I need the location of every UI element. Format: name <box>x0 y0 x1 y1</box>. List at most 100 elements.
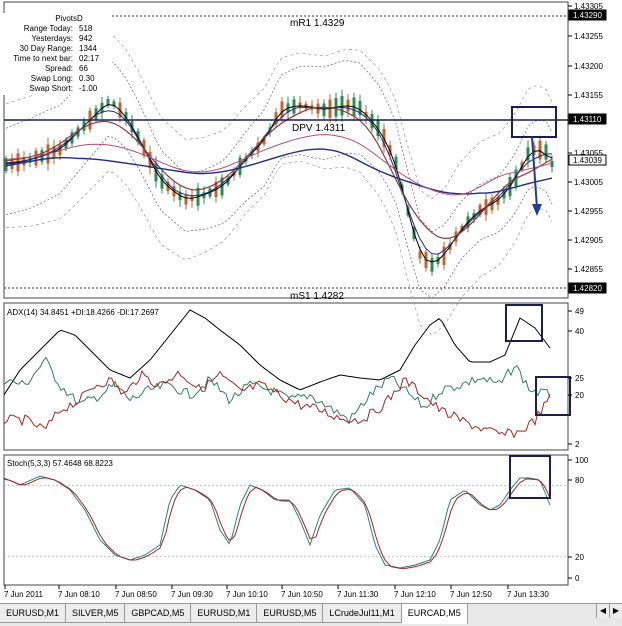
stoch-tick-label: 20 <box>575 553 584 562</box>
stoch-panel[interactable] <box>3 454 569 586</box>
candle-body <box>496 197 500 205</box>
time-tick-label: 7 Jun 2011 <box>4 590 44 599</box>
tab-eurcad-m5[interactable]: EURCAD,M5 <box>401 604 468 624</box>
tab-gbpcad-m5[interactable]: GBPCAD,M5 <box>125 604 192 623</box>
info-label: 30 Day Range: <box>19 44 73 53</box>
info-label: Swap Long: <box>30 74 73 83</box>
stoch-signal-line <box>3 477 551 569</box>
tab-lcrude-m1[interactable]: LCrudeJul11,M1 <box>323 604 402 623</box>
price-box <box>568 282 607 294</box>
stoch-label: Stoch(5,3,3) 57.4648 68.8223 <box>7 459 113 468</box>
candle-body <box>442 246 446 265</box>
dpv-label: DPV 1.4311 <box>292 123 346 134</box>
price-tick-label: 1.42955 <box>574 207 603 216</box>
info-value: 66 <box>79 64 88 73</box>
candle-body <box>184 194 188 205</box>
info-value: 0.30 <box>79 74 95 83</box>
price-tick-label: 1.43255 <box>574 32 603 41</box>
down-arrow-icon <box>532 204 542 216</box>
info-label: Yesterdays: <box>31 34 73 43</box>
plus-di-line <box>3 356 551 425</box>
time-tick-label: 7 Jun 10:50 <box>281 590 323 599</box>
price-tick-label: 1.42905 <box>574 236 603 245</box>
price-tick-label: 1.42855 <box>574 265 603 274</box>
candle-body <box>538 140 542 160</box>
time-tick-label: 7 Jun 08:10 <box>58 590 100 599</box>
price-box-label: 1.42820 <box>573 284 602 293</box>
tab-silver-m5[interactable]: SILVER,M5 <box>66 604 126 623</box>
time-tick-label: 7 Jun 13:30 <box>507 590 549 599</box>
envelope-lower <box>5 160 553 336</box>
info-label: Range Today: <box>23 24 73 33</box>
adx-tick-label: 40 <box>575 327 584 336</box>
price-tick-label: 1.43055 <box>574 149 603 158</box>
adx-label: ADX(14) 34.8451 +DI:18.4266 -DI:17.2697 <box>7 308 159 317</box>
adx-tick-label: 25 <box>575 374 584 383</box>
candle-body <box>460 225 464 231</box>
price-box-label: 1.43110 <box>573 115 602 124</box>
symbol-tab-bar: EURUSD,M1 SILVER,M5 GBPCAD,M5 EURUSD,M1 … <box>0 603 622 626</box>
info-value: 1344 <box>79 44 97 53</box>
candle-body <box>112 101 116 107</box>
tab-scroll-right-icon[interactable]: ▶ <box>609 604 622 618</box>
ms1-label: mS1 1.4282 <box>290 291 344 302</box>
pivots-info-panel: PivotsD Range Today: 518 Yesterdays: 942 3… <box>2 13 112 95</box>
adx-panel[interactable] <box>3 302 569 451</box>
price-box-label: 1.43039 <box>573 156 602 165</box>
highlight-box <box>511 106 557 138</box>
candle-body <box>262 137 266 145</box>
time-tick-label: 7 Jun 12:50 <box>450 590 492 599</box>
tab-scroll-buttons: ◀ ▶ <box>596 604 622 618</box>
adx-tick-label: 49 <box>575 307 584 316</box>
candle-body <box>280 101 284 118</box>
candle-body <box>544 144 548 160</box>
adx-line <box>3 309 551 396</box>
price-box <box>568 113 607 125</box>
tab-eurusd-m1[interactable]: EURUSD,M1 <box>0 604 67 623</box>
info-value: -1.00 <box>79 84 98 93</box>
time-tick-label: 7 Jun 08:50 <box>115 590 157 599</box>
price-box <box>568 9 607 21</box>
candle-body <box>106 98 110 106</box>
chart-canvas[interactable]: mR1 1.4329 DPV 1.4311 mS1 1.4282 ADX(14) 3… <box>0 0 622 603</box>
price-box-label: 1.43290 <box>573 11 602 20</box>
candle-body <box>58 144 62 156</box>
adx-highlight-box <box>505 304 543 342</box>
candle-body <box>160 174 164 189</box>
price-tick-label: 1.43200 <box>574 62 603 71</box>
time-tick-label: 7 Jun 12:10 <box>394 590 436 599</box>
price-tick-label: 1.43305 <box>574 2 603 11</box>
tab-eurusd-m1-2[interactable]: EURUSD,M1 <box>191 604 258 623</box>
mr1-label: mR1 1.4329 <box>290 18 345 29</box>
ma-extra <box>5 134 553 196</box>
candle-body <box>226 177 230 185</box>
candle-body <box>298 102 302 108</box>
ma-fast <box>5 104 553 263</box>
candle-body <box>220 177 224 196</box>
tab-eurusd-m5[interactable]: EURUSD,M5 <box>257 604 324 623</box>
candle-body <box>124 112 128 122</box>
info-value: 518 <box>79 24 93 33</box>
time-tick-label: 7 Jun 10:10 <box>226 590 268 599</box>
candle-body <box>376 119 380 137</box>
envelope-upper <box>5 33 553 200</box>
minus-di-line <box>3 369 551 439</box>
di-highlight-box <box>535 376 571 416</box>
candle-body <box>418 251 422 259</box>
adx-tick-label: 2 <box>575 440 580 449</box>
info-label: Spread: <box>44 64 73 73</box>
stoch-tick-label: 0 <box>575 574 580 583</box>
price-box <box>568 154 607 166</box>
info-label: Swap Short: <box>29 84 73 93</box>
bollinger-lower <box>5 135 553 299</box>
stoch-highlight-box <box>509 455 551 499</box>
ma-slow <box>5 106 553 240</box>
candle-body <box>532 145 536 155</box>
candle-body <box>550 160 554 168</box>
tab-scroll-left-icon[interactable]: ◀ <box>596 604 609 618</box>
info-label: Time to next bar: <box>13 54 73 63</box>
candle-body <box>4 158 8 172</box>
time-tick-label: 7 Jun 09:30 <box>171 590 213 599</box>
candle-body <box>394 156 398 172</box>
